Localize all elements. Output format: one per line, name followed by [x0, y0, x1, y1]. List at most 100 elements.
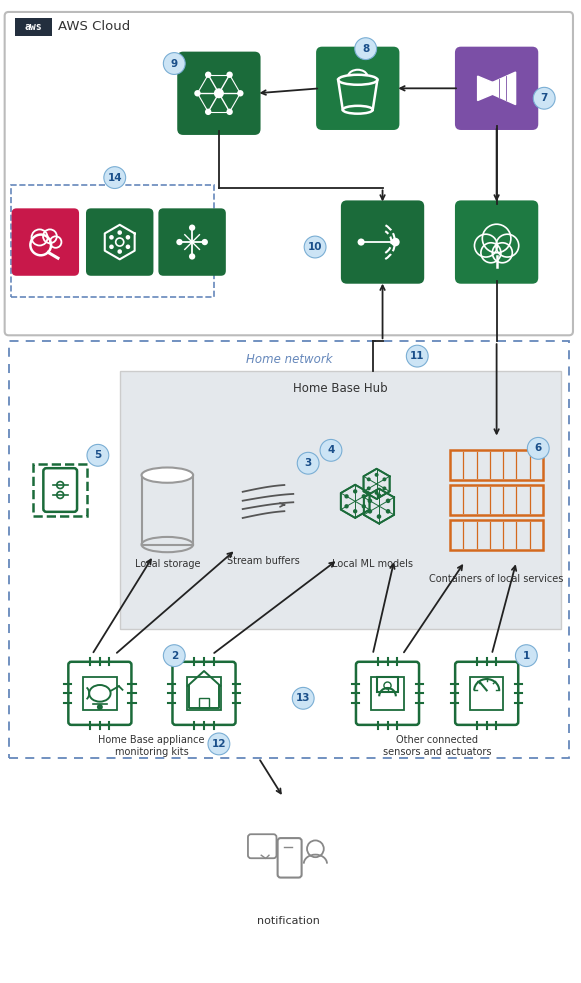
Circle shape [189, 224, 195, 231]
FancyBboxPatch shape [15, 18, 52, 35]
Bar [83, 676, 117, 710]
Circle shape [208, 733, 230, 755]
Circle shape [357, 239, 365, 246]
Circle shape [163, 53, 185, 75]
Text: Home Base Hub: Home Base Hub [293, 382, 388, 395]
Text: Home Base appliance
monitoring kits: Home Base appliance monitoring kits [98, 735, 205, 757]
Text: 4: 4 [327, 445, 335, 455]
Text: 12: 12 [211, 739, 226, 749]
Circle shape [386, 498, 390, 503]
Circle shape [375, 473, 379, 477]
Bar [187, 676, 221, 710]
Bar [450, 520, 543, 550]
Polygon shape [478, 76, 493, 100]
FancyBboxPatch shape [12, 208, 79, 276]
Circle shape [345, 494, 349, 498]
Circle shape [528, 437, 549, 459]
Circle shape [382, 478, 386, 482]
Circle shape [515, 645, 537, 666]
Text: Other connected
sensors and actuators: Other connected sensors and actuators [383, 735, 492, 757]
Circle shape [376, 514, 381, 519]
Circle shape [237, 90, 243, 96]
Text: 7: 7 [540, 93, 548, 103]
FancyBboxPatch shape [455, 46, 538, 130]
Text: 1: 1 [523, 651, 530, 661]
Circle shape [125, 245, 130, 249]
Text: 13: 13 [296, 693, 310, 703]
Bar [450, 450, 543, 481]
Bar [199, 698, 209, 708]
Circle shape [125, 235, 130, 240]
Circle shape [227, 109, 233, 115]
Text: 6: 6 [535, 443, 542, 453]
Ellipse shape [142, 468, 193, 483]
Circle shape [205, 72, 211, 78]
Text: 11: 11 [410, 351, 425, 361]
Circle shape [382, 487, 386, 491]
Circle shape [109, 235, 114, 240]
Circle shape [202, 239, 208, 245]
Bar [450, 485, 543, 515]
Text: aws: aws [24, 22, 42, 31]
Circle shape [227, 72, 233, 78]
Bar [142, 475, 193, 545]
FancyBboxPatch shape [5, 12, 573, 335]
Text: Stream buffers: Stream buffers [227, 556, 300, 566]
Circle shape [361, 494, 366, 498]
Bar [470, 676, 503, 710]
FancyBboxPatch shape [159, 208, 226, 276]
Text: Local storage: Local storage [135, 559, 200, 569]
Circle shape [97, 704, 103, 710]
Circle shape [368, 498, 372, 503]
Circle shape [361, 504, 366, 508]
Circle shape [320, 439, 342, 461]
Circle shape [117, 230, 122, 235]
FancyBboxPatch shape [120, 371, 561, 629]
Circle shape [104, 167, 125, 189]
Text: Containers of local services: Containers of local services [429, 574, 564, 584]
Circle shape [367, 478, 371, 482]
Text: 8: 8 [362, 43, 370, 54]
Circle shape [163, 645, 185, 666]
Text: 10: 10 [308, 242, 322, 252]
Circle shape [376, 493, 381, 497]
Circle shape [176, 239, 182, 245]
Text: notification: notification [257, 916, 320, 927]
Circle shape [353, 509, 357, 513]
Circle shape [368, 509, 372, 514]
Circle shape [386, 509, 390, 514]
Circle shape [109, 245, 114, 249]
Circle shape [189, 254, 195, 260]
Circle shape [292, 687, 314, 709]
Circle shape [205, 109, 211, 115]
Circle shape [406, 345, 428, 367]
Text: 14: 14 [107, 173, 122, 183]
Circle shape [375, 491, 379, 494]
Text: 3: 3 [304, 458, 312, 468]
Circle shape [391, 238, 400, 247]
Bar [377, 676, 398, 692]
Text: AWS Cloud: AWS Cloud [58, 21, 131, 33]
FancyBboxPatch shape [86, 208, 153, 276]
Circle shape [194, 90, 200, 96]
FancyBboxPatch shape [341, 201, 424, 284]
Text: Home network: Home network [246, 353, 332, 366]
Circle shape [367, 487, 371, 491]
Circle shape [533, 87, 555, 109]
Circle shape [214, 88, 224, 98]
Circle shape [355, 37, 376, 60]
Text: 9: 9 [171, 59, 178, 69]
Circle shape [87, 444, 109, 466]
Text: 5: 5 [94, 450, 102, 460]
Circle shape [304, 236, 326, 258]
Text: 2: 2 [171, 651, 178, 661]
Text: Local ML models: Local ML models [332, 559, 413, 569]
Circle shape [117, 250, 122, 254]
FancyBboxPatch shape [177, 52, 260, 135]
Circle shape [345, 504, 349, 508]
Circle shape [353, 490, 357, 493]
Polygon shape [493, 72, 515, 104]
FancyBboxPatch shape [455, 201, 538, 284]
FancyBboxPatch shape [316, 46, 399, 130]
Circle shape [297, 452, 319, 474]
